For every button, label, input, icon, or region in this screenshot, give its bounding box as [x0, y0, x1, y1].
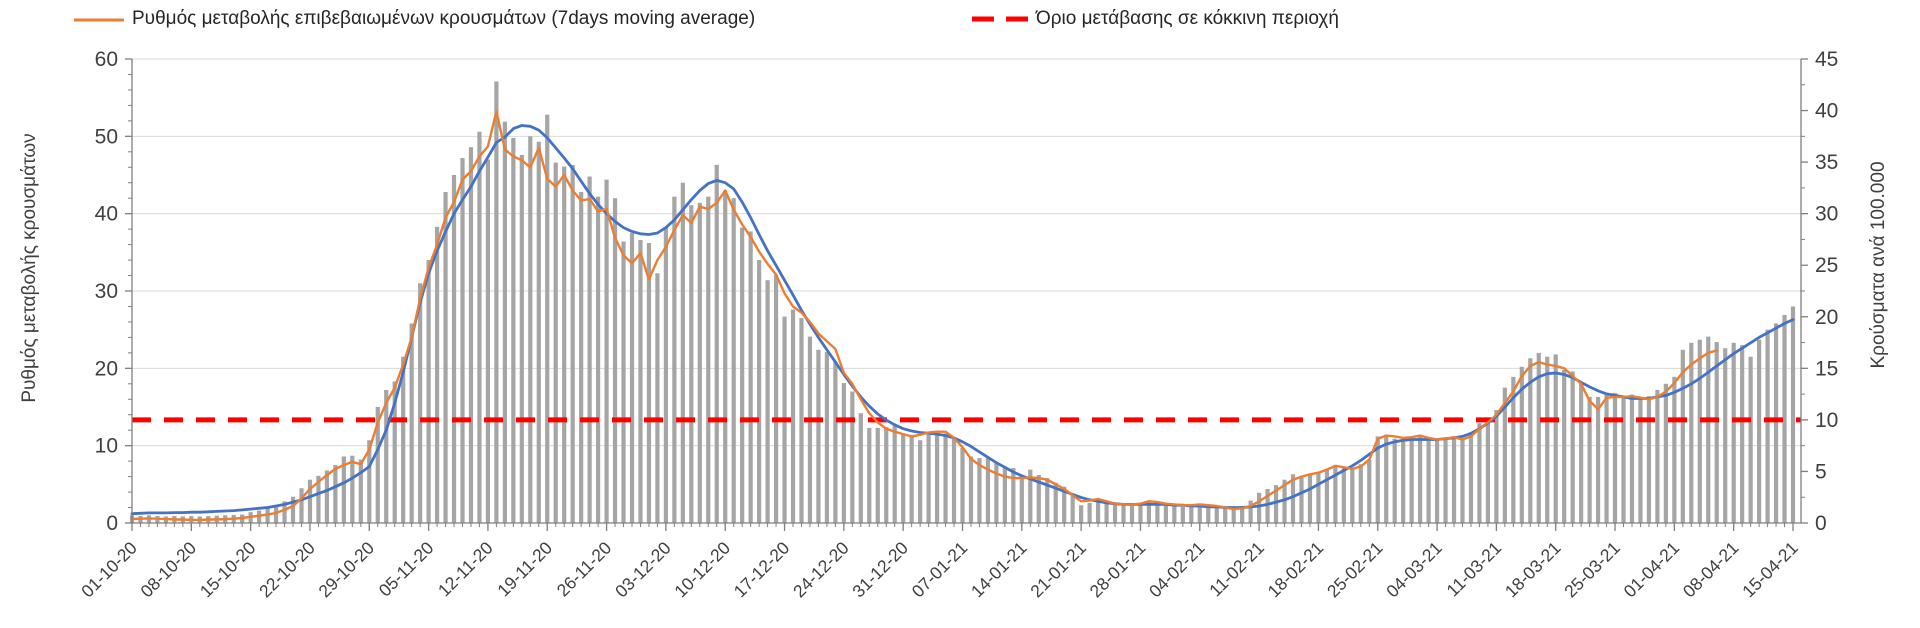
legend-label-moving-average: Ρυθμός μεταβολής επιβεβαιωμένων κρουσμάτ… [132, 8, 756, 29]
svg-text:21-01-21: 21-01-21 [1026, 538, 1090, 602]
svg-text:5: 5 [1815, 460, 1827, 483]
orange-line-icon [73, 8, 125, 30]
legend-item-threshold: Όριο μετάβασης σε κόκκινη περιοχή [971, 8, 1339, 30]
svg-text:03-12-20: 03-12-20 [611, 538, 675, 602]
svg-text:12-11-20: 12-11-20 [434, 538, 497, 601]
legend-label-threshold: Όριο μετάβασης σε κόκκινη περιοχή [1036, 8, 1339, 29]
svg-text:01-10-20: 01-10-20 [77, 538, 141, 602]
x-axis-ticks [131, 523, 1794, 531]
legend-item-moving-average: Ρυθμός μεταβολής επιβεβαιωμένων κρουσμάτ… [73, 8, 755, 30]
svg-text:01-04-21: 01-04-21 [1620, 538, 1684, 602]
svg-text:04-03-21: 04-03-21 [1382, 538, 1446, 602]
svg-text:20: 20 [1815, 306, 1838, 329]
gridlines [132, 58, 1801, 447]
svg-text:10: 10 [1815, 409, 1838, 432]
svg-text:60: 60 [95, 48, 118, 71]
svg-text:30: 30 [1815, 203, 1838, 226]
svg-text:31-12-20: 31-12-20 [848, 538, 912, 602]
svg-text:11-02-21: 11-02-21 [1205, 538, 1268, 601]
svg-text:35: 35 [1815, 151, 1838, 174]
svg-text:18-02-21: 18-02-21 [1264, 538, 1328, 602]
svg-text:28-01-21: 28-01-21 [1086, 538, 1150, 602]
svg-text:22-10-20: 22-10-20 [255, 538, 319, 602]
svg-text:25: 25 [1815, 254, 1838, 277]
svg-text:05-11-20: 05-11-20 [375, 538, 438, 601]
svg-text:29-10-20: 29-10-20 [314, 538, 378, 602]
y-left-tick-labels: 0 10 20 30 40 50 60 [95, 48, 132, 535]
svg-text:40: 40 [1815, 100, 1838, 123]
svg-text:17-12-20: 17-12-20 [730, 538, 794, 602]
red-dashed-line-icon [971, 8, 1029, 30]
svg-text:40: 40 [95, 203, 118, 226]
svg-text:19-11-20: 19-11-20 [493, 538, 556, 601]
y-right-tick-labels: 0 5 10 15 20 25 30 35 40 45 [1801, 48, 1838, 535]
svg-text:25-02-21: 25-02-21 [1323, 538, 1387, 602]
svg-text:14-01-21: 14-01-21 [967, 538, 1031, 602]
svg-text:20: 20 [95, 357, 118, 380]
svg-text:0: 0 [106, 512, 118, 535]
svg-text:50: 50 [95, 125, 118, 148]
svg-text:30: 30 [95, 280, 118, 303]
svg-text:10-12-20: 10-12-20 [670, 538, 734, 602]
svg-text:18-03-21: 18-03-21 [1501, 538, 1565, 602]
svg-text:15-04-21: 15-04-21 [1738, 538, 1802, 602]
svg-text:04-02-21: 04-02-21 [1145, 538, 1209, 602]
svg-text:45: 45 [1815, 48, 1838, 71]
svg-text:24-12-20: 24-12-20 [789, 538, 853, 602]
x-tick-labels: 01-10-2008-10-2015-10-2022-10-2029-10-20… [77, 538, 1802, 602]
orange-ma-line [130, 110, 1718, 522]
svg-text:15: 15 [1815, 357, 1838, 380]
svg-text:15-10-20: 15-10-20 [196, 538, 260, 602]
svg-text:26-11-20: 26-11-20 [553, 538, 616, 601]
svg-text:07-01-21: 07-01-21 [908, 538, 972, 602]
daily-bars [129, 81, 1796, 524]
svg-text:11-03-21: 11-03-21 [1442, 538, 1505, 601]
svg-text:08-04-21: 08-04-21 [1679, 538, 1743, 602]
svg-text:10: 10 [95, 435, 118, 458]
svg-text:0: 0 [1815, 512, 1827, 535]
svg-text:08-10-20: 08-10-20 [136, 538, 200, 602]
svg-text:25-03-21: 25-03-21 [1560, 538, 1624, 602]
